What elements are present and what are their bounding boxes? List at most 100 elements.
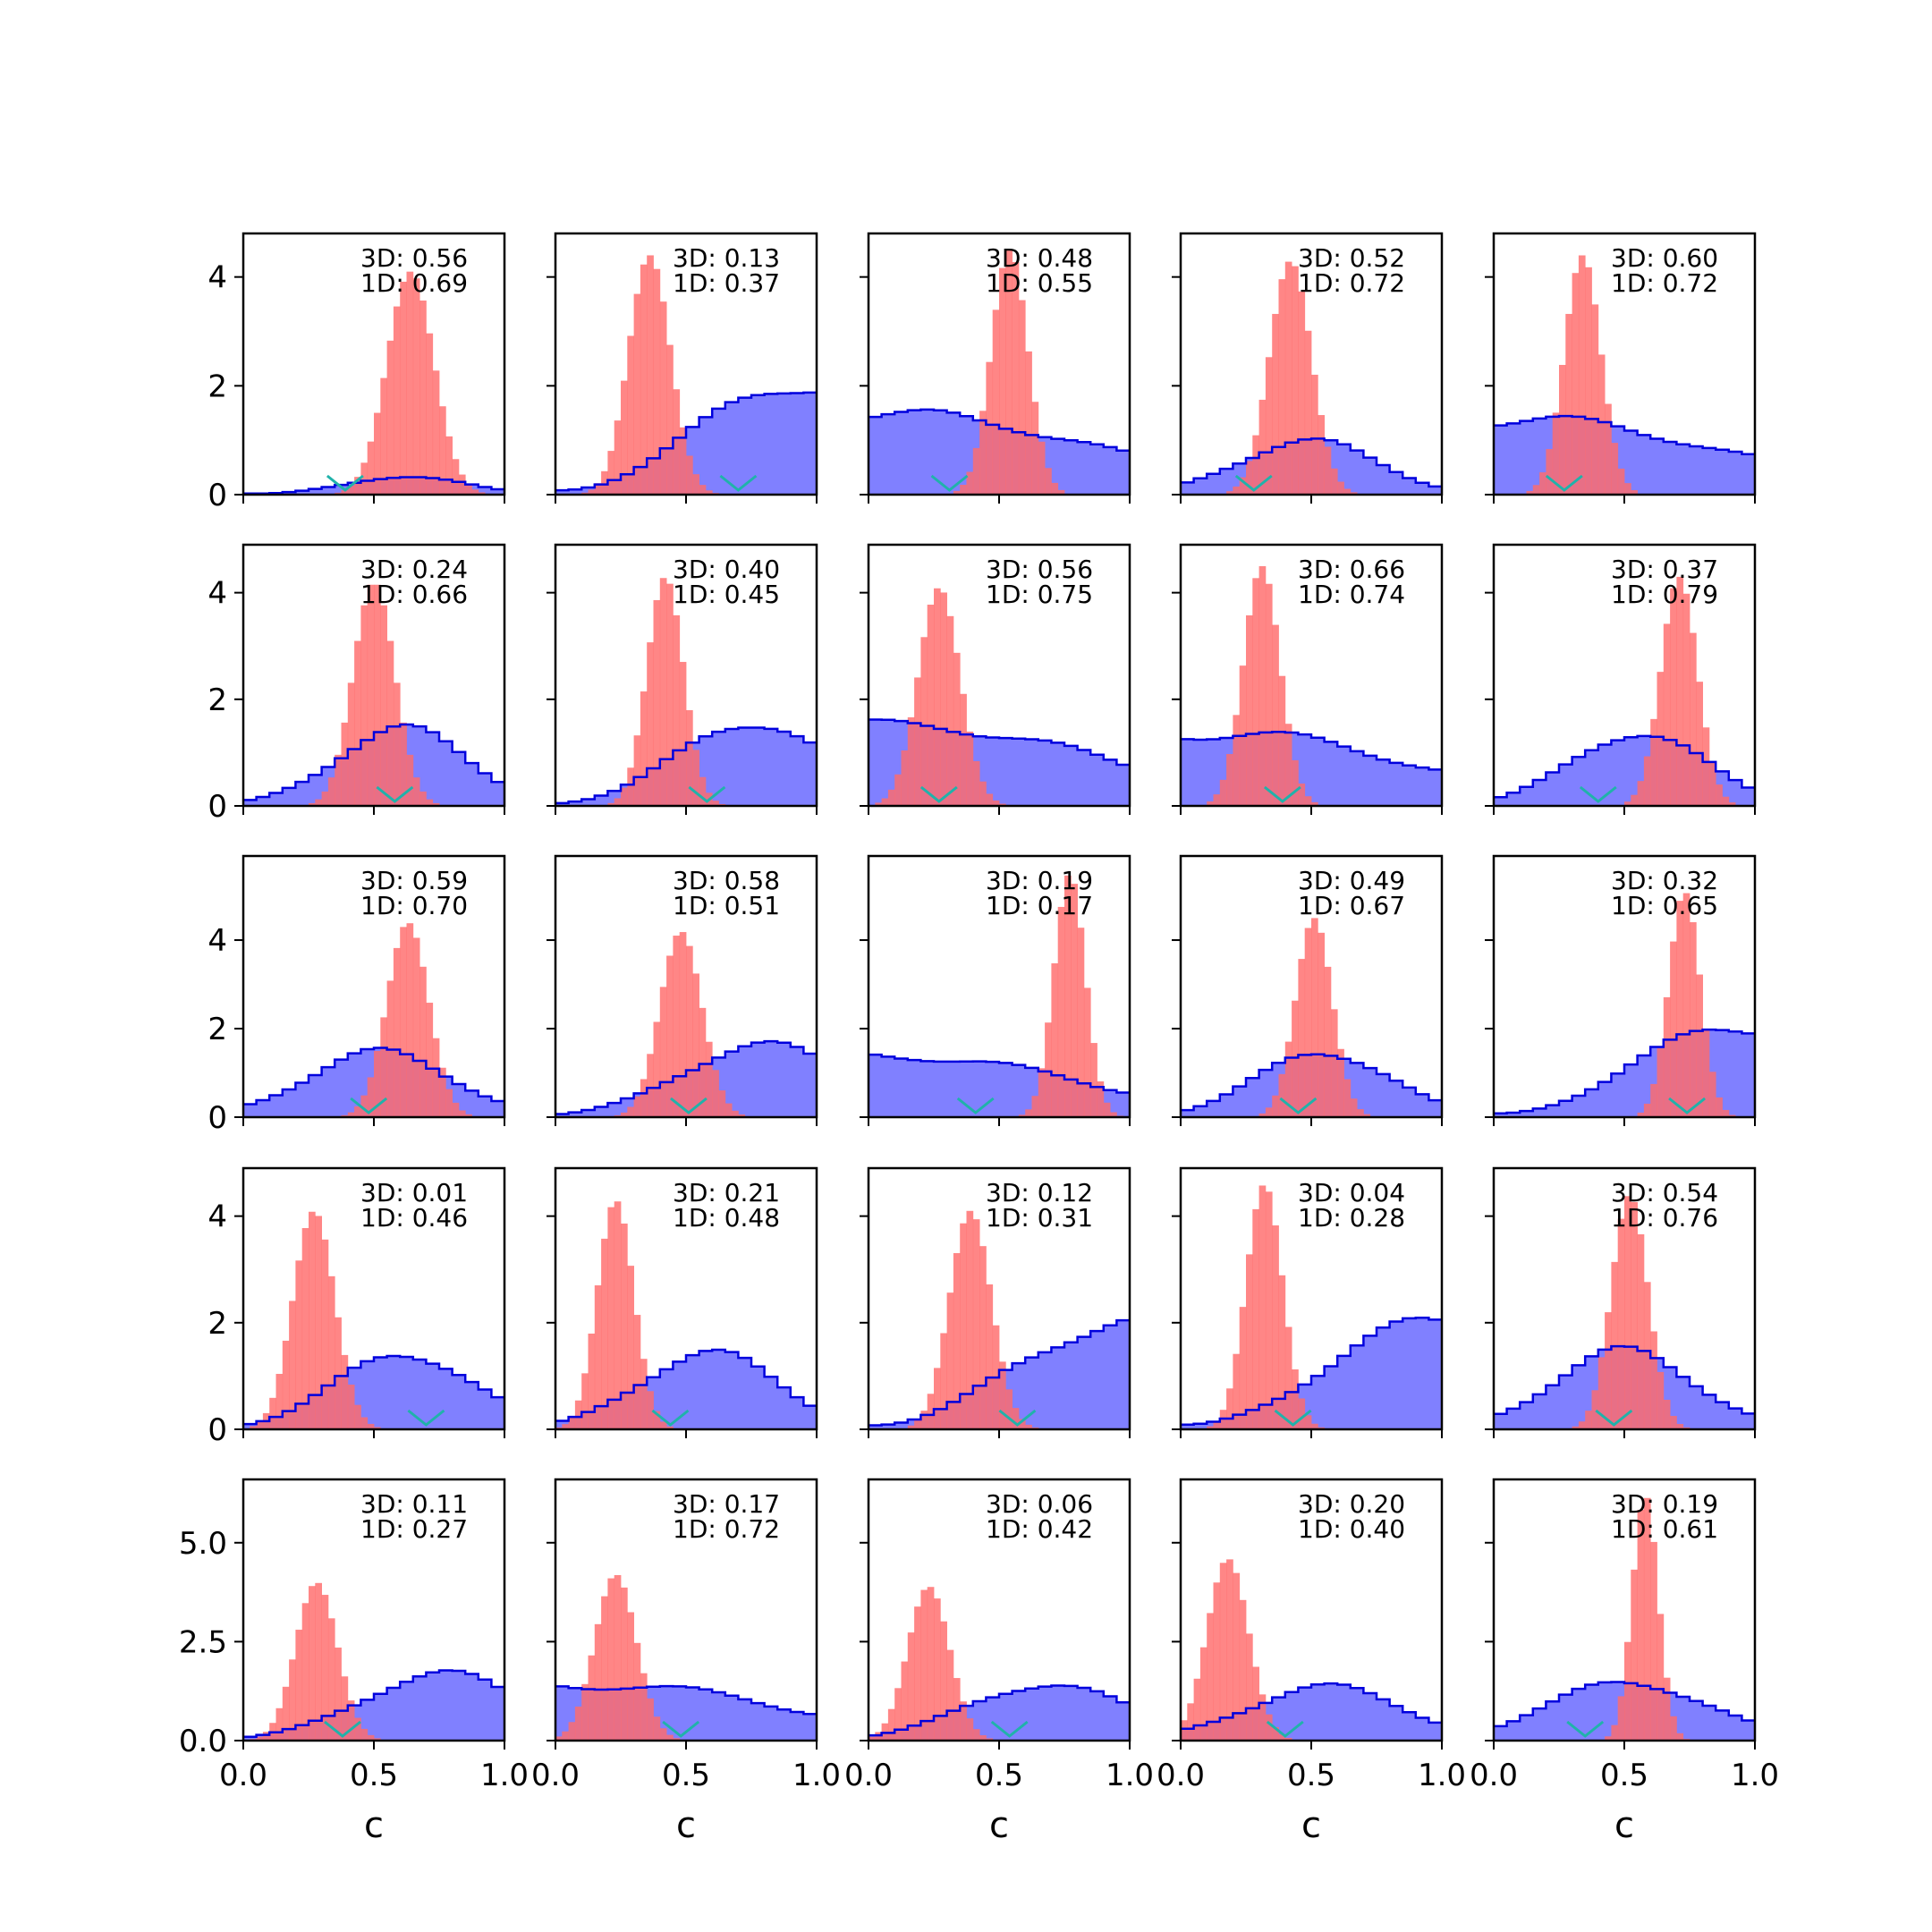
true-value-marker	[1266, 1720, 1304, 1738]
posterior-bar	[647, 642, 654, 806]
annotation-1d: 1D: 0.42	[986, 1514, 1093, 1544]
posterior-bar	[445, 1089, 453, 1117]
posterior-bar	[400, 927, 407, 1117]
posterior-bar	[614, 420, 622, 495]
posterior-bar	[1617, 1696, 1625, 1741]
posterior-bar	[633, 735, 641, 806]
posterior-bar	[1265, 583, 1273, 806]
x-axis-label: c	[1301, 1805, 1321, 1846]
posterior-bar	[360, 605, 369, 806]
posterior-bar	[1559, 364, 1566, 495]
posterior-bar	[1696, 682, 1703, 806]
posterior-bar	[412, 937, 420, 1117]
posterior-bar	[1572, 1426, 1580, 1429]
posterior-bar	[659, 578, 667, 806]
true-value-marker	[998, 1409, 1037, 1427]
posterior-bar	[256, 1736, 264, 1741]
posterior-bar	[406, 923, 414, 1117]
posterior-bar	[1670, 1716, 1677, 1741]
posterior-bar	[393, 947, 401, 1117]
posterior-bar	[614, 798, 622, 806]
posterior-bar	[699, 1007, 707, 1117]
posterior-bar	[594, 483, 602, 495]
posterior-bar	[1611, 443, 1619, 495]
posterior-bar	[1330, 1009, 1338, 1117]
posterior-bar	[374, 412, 381, 495]
posterior-bar	[1702, 1029, 1710, 1117]
posterior-bar	[347, 682, 355, 806]
plot-area	[555, 1574, 817, 1741]
posterior-bar	[1650, 1083, 1657, 1117]
true-value-marker	[651, 1409, 690, 1427]
y-tick-label: 2	[208, 682, 227, 718]
posterior-bar	[627, 1106, 634, 1117]
posterior-bar	[1643, 1282, 1651, 1429]
posterior-bar	[374, 1050, 381, 1117]
posterior-bar	[1025, 1109, 1032, 1117]
posterior-bar	[1226, 1388, 1233, 1429]
posterior-bar	[686, 455, 693, 495]
x-axis-label: c	[364, 1805, 384, 1846]
annotation-1d: 1D: 0.76	[1611, 1203, 1718, 1233]
posterior-bar	[1071, 884, 1078, 1117]
y-tick-label: 4	[208, 1199, 227, 1235]
y-tick-label: 0	[208, 789, 227, 825]
posterior-bar	[992, 309, 1000, 495]
posterior-bar	[1631, 1201, 1638, 1429]
prior-histogram-edge	[1494, 414, 1755, 456]
posterior-bar	[1187, 1703, 1194, 1741]
posterior-bar	[1728, 802, 1736, 806]
posterior-bar	[289, 1301, 296, 1429]
posterior-bar	[738, 1114, 746, 1117]
posterior-bar	[686, 709, 693, 806]
posterior-bar	[1591, 1390, 1599, 1429]
posterior-bar	[1239, 477, 1247, 495]
posterior-bar	[1670, 588, 1677, 806]
posterior-bar	[692, 474, 699, 495]
annotation-3d: 3D: 0.11	[360, 1489, 468, 1519]
posterior-bar	[452, 1102, 460, 1117]
annotation-3d: 3D: 0.13	[673, 243, 780, 273]
posterior-bar	[934, 588, 941, 806]
plot-area	[555, 578, 817, 806]
posterior-bar	[1246, 1254, 1253, 1429]
posterior-bar	[1716, 1097, 1723, 1117]
posterior-bar	[1051, 482, 1059, 495]
posterior-bar	[1233, 1353, 1241, 1429]
posterior-bar	[354, 640, 361, 806]
posterior-bar	[627, 1266, 634, 1429]
posterior-bar	[1258, 566, 1267, 806]
annotation-1d: 1D: 0.67	[1298, 891, 1405, 920]
posterior-bar	[1578, 1421, 1586, 1429]
true-value-marker	[407, 1409, 445, 1427]
posterior-bar	[1233, 486, 1241, 495]
posterior-bar	[946, 1649, 954, 1741]
posterior-bar	[640, 1359, 648, 1429]
posterior-bar	[1650, 1541, 1657, 1741]
posterior-bar	[321, 1239, 329, 1429]
posterior-bar	[1272, 313, 1279, 495]
posterior-bar	[588, 1333, 596, 1429]
posterior-bar	[1624, 801, 1631, 806]
posterior-bar	[1012, 262, 1020, 495]
annotation-1d: 1D: 0.65	[1611, 891, 1718, 920]
prior-histogram-edge	[243, 1354, 504, 1426]
true-value-marker	[376, 785, 414, 803]
y-tick-label: 2	[208, 369, 227, 404]
posterior-bar	[1663, 996, 1671, 1117]
posterior-bar	[927, 1394, 935, 1429]
x-axis-label: c	[989, 1805, 1009, 1846]
posterior-bar	[1207, 1613, 1214, 1741]
prior-histogram-edge	[243, 1669, 504, 1739]
posterior-bar	[712, 1070, 719, 1117]
posterior-bar	[256, 1421, 264, 1429]
posterior-bar	[647, 1698, 654, 1741]
posterior-bar	[666, 344, 674, 495]
